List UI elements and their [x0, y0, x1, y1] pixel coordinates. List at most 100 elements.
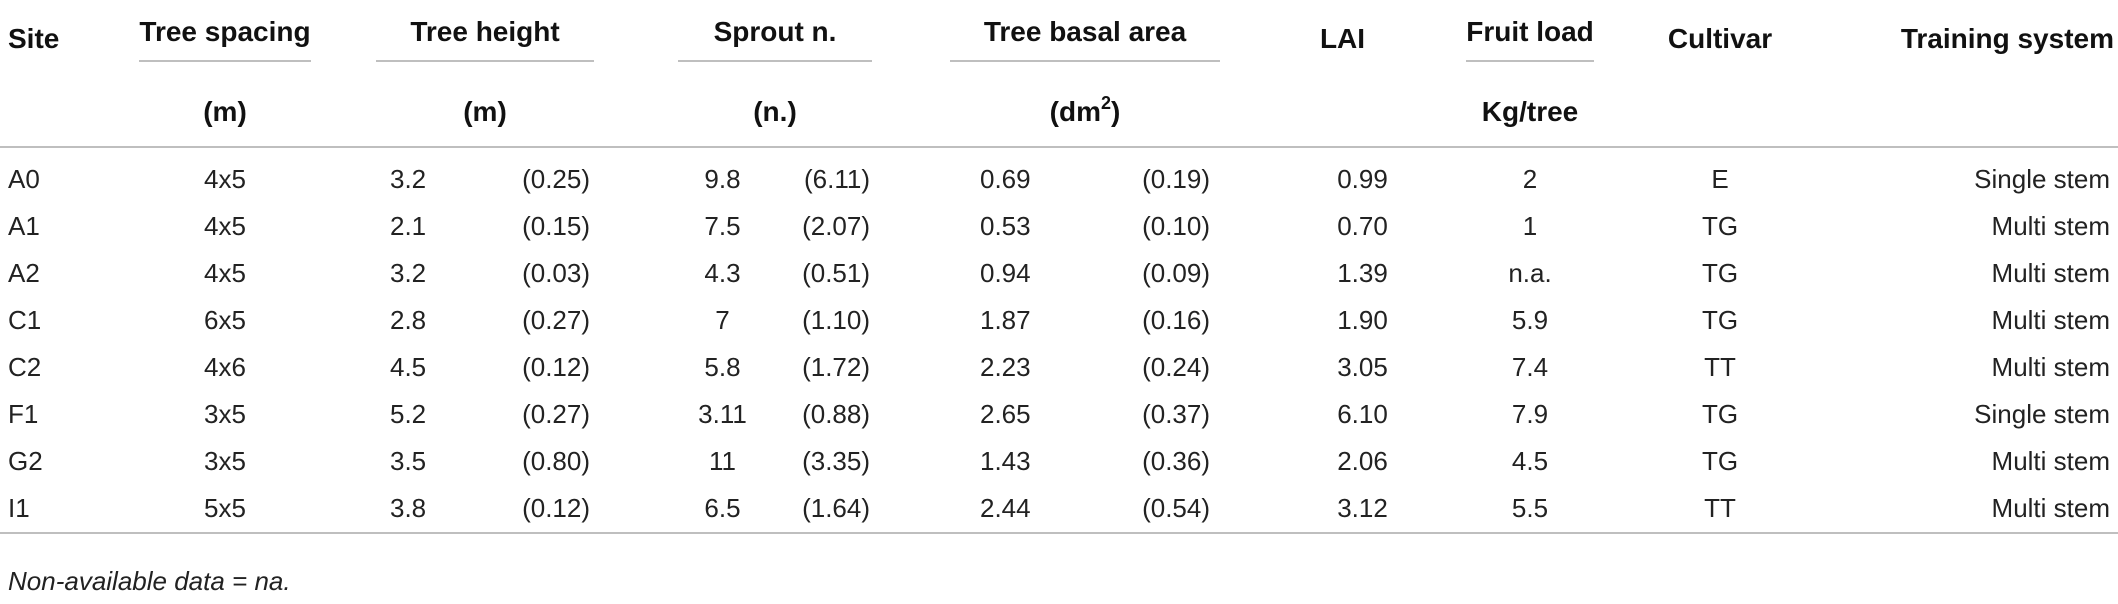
- data-table: Site Tree spacing Tree height Sprout n. …: [0, 0, 2118, 534]
- cell-tree-height-sd: (0.12): [522, 352, 590, 382]
- cell-sprout-n: 5.8: [704, 352, 741, 382]
- cell-training-system: Multi stem: [1815, 485, 2118, 534]
- cell-tree-spacing: 6x5: [204, 305, 246, 335]
- cell-tree-spacing: 3x5: [204, 399, 246, 429]
- cell-sprout-n: 7.5: [704, 211, 741, 241]
- cell-cultivar: TG: [1701, 258, 1739, 288]
- cell-training-system: Multi stem: [1991, 352, 2110, 382]
- cell-sprout-n-sd: (1.64): [775, 485, 920, 534]
- cell-tree-spacing: 4x6: [204, 352, 246, 382]
- cell-tree-height: 2.8: [390, 305, 427, 335]
- cell-lai: 1.90: [1337, 305, 1388, 335]
- cell-cultivar: TG: [1701, 446, 1739, 476]
- cell-cultivar: TG: [1701, 211, 1739, 241]
- table-row: C1 6x5 2.8 (0.27) 7 (1.10) 1.87 (0.16) 1.90 5.9 TG…: [0, 297, 2118, 344]
- unit-tree-basal-area: (dm2): [1049, 92, 1121, 127]
- cell-cultivar: TT: [1704, 352, 1736, 382]
- cell-fruit-load: 7.4: [1511, 352, 1549, 382]
- cell-tree-spacing: 4x5: [204, 258, 246, 288]
- cell-training-system: Multi stem: [1991, 305, 2110, 335]
- table-header: Site Tree spacing Tree height Sprout n. …: [0, 0, 2118, 147]
- cell-basal-area: 1.87: [980, 305, 1031, 335]
- cell-tree-spacing: 4x5: [110, 146, 340, 203]
- unit-fruit-load: Kg/tree: [1481, 96, 1579, 127]
- cell-sprout-n: 4.3: [704, 258, 741, 288]
- cell-cultivar: TG: [1701, 305, 1739, 335]
- table-row: F1 3x5 5.2 (0.27) 3.11 (0.88) 2.65 (0.37) 6.10 7.…: [0, 391, 2118, 438]
- table-row: I1 5x5 3.8 (0.12) 6.5 (1.64) 2.44 (0.54) 3.12 5.5…: [0, 485, 2118, 534]
- cell-sprout-n-sd: (1.10): [802, 305, 870, 335]
- cell-cultivar: E: [1625, 146, 1815, 203]
- cell-sprout-n: 7: [715, 305, 730, 335]
- cell-sprout-n: 6.5: [630, 485, 775, 534]
- unit-sprout-n: (n.): [753, 96, 797, 127]
- cell-tree-height-sd: (0.27): [522, 399, 590, 429]
- cell-sprout-n-sd: (3.35): [802, 446, 870, 476]
- cell-training-system: Single stem: [1815, 146, 2118, 203]
- cell-tree-height: 3.8: [340, 485, 485, 534]
- cell-basal-area-sd: (0.24): [1142, 352, 1210, 382]
- cell-lai: 6.10: [1337, 399, 1388, 429]
- cell-tree-height: 3.2: [390, 258, 427, 288]
- cell-basal-area-sd: (0.54): [1085, 485, 1250, 534]
- cell-lai: 0.99: [1250, 146, 1435, 203]
- header-cultivar: Cultivar: [1667, 23, 1773, 54]
- cell-lai: 1.39: [1337, 258, 1388, 288]
- cell-tree-height: 5.2: [390, 399, 427, 429]
- header-site: Site: [8, 23, 60, 54]
- cell-sprout-n: 3.11: [698, 399, 747, 429]
- table-footnote: Non-available data = na.: [8, 566, 291, 596]
- cell-tree-height-sd: (0.80): [522, 446, 590, 476]
- table-body: A0 4x5 3.2 (0.25) 9.8 (6.11) 0.69 (0.19) 0.99 2 E S…: [0, 146, 2118, 534]
- cell-site: C2: [8, 352, 42, 382]
- cell-sprout-n-sd: (0.51): [802, 258, 870, 288]
- cell-sprout-n-sd: (0.88): [802, 399, 870, 429]
- cell-cultivar: TT: [1625, 485, 1815, 534]
- cell-fruit-load: 5.5: [1435, 485, 1625, 534]
- cell-site: G2: [8, 446, 43, 476]
- cell-training-system: Multi stem: [1991, 258, 2110, 288]
- table-row: A0 4x5 3.2 (0.25) 9.8 (6.11) 0.69 (0.19) 0.99 2 E S…: [0, 146, 2118, 203]
- cell-fruit-load: 4.5: [1511, 446, 1549, 476]
- cell-tree-height-sd: (0.03): [522, 258, 590, 288]
- cell-basal-area-sd: (0.10): [1142, 211, 1210, 241]
- cell-tree-height: 4.5: [390, 352, 427, 382]
- cell-tree-spacing: 3x5: [204, 446, 246, 476]
- cell-fruit-load: 2: [1435, 146, 1625, 203]
- cell-tree-height-sd: (0.25): [485, 146, 630, 203]
- table-row: A2 4x5 3.2 (0.03) 4.3 (0.51) 0.94 (0.09) 1.39 n.a…: [0, 250, 2118, 297]
- unit-tree-height: (m): [463, 96, 507, 127]
- header-lai: LAI: [1319, 23, 1366, 54]
- table-row: C2 4x6 4.5 (0.12) 5.8 (1.72) 2.23 (0.24) 3.05 7.4…: [0, 344, 2118, 391]
- header-training-system: Training system: [1900, 23, 2114, 54]
- cell-fruit-load: 5.9: [1511, 305, 1549, 335]
- header-fruit-load: Fruit load: [1435, 0, 1625, 78]
- unit-training-empty: [1815, 78, 2118, 147]
- cell-site: I1: [0, 485, 110, 534]
- header-sprout-n: Sprout n.: [630, 0, 920, 78]
- cell-tree-height-sd: (0.12): [485, 485, 630, 534]
- cell-basal-area-sd: (0.36): [1142, 446, 1210, 476]
- table-row: G2 3x5 3.5 (0.80) 11 (3.35) 1.43 (0.36) 2.06 4.5 T…: [0, 438, 2118, 485]
- cell-training-system: Multi stem: [1991, 211, 2110, 241]
- cell-training-system: Multi stem: [1991, 446, 2110, 476]
- header-tree-basal-area: Tree basal area: [920, 0, 1250, 78]
- cell-basal-area: 0.53: [980, 211, 1031, 241]
- unit-tree-spacing: (m): [203, 96, 247, 127]
- cell-sprout-n-sd: (2.07): [802, 211, 870, 241]
- cell-sprout-n-sd: (6.11): [775, 146, 920, 203]
- table-row: A1 4x5 2.1 (0.15) 7.5 (2.07) 0.53 (0.10) 0.70 1 TG…: [0, 203, 2118, 250]
- cell-basal-area-sd: (0.19): [1085, 146, 1250, 203]
- cell-basal-area: 1.43: [980, 446, 1031, 476]
- cell-tree-spacing: 5x5: [110, 485, 340, 534]
- cell-lai: 2.06: [1337, 446, 1388, 476]
- cell-basal-area-sd: (0.16): [1142, 305, 1210, 335]
- cell-basal-area-sd: (0.37): [1142, 399, 1210, 429]
- cell-lai: 3.12: [1250, 485, 1435, 534]
- cell-site: C1: [8, 305, 42, 335]
- cell-site: A1: [8, 211, 40, 241]
- cell-sprout-n: 9.8: [630, 146, 775, 203]
- cell-lai: 0.70: [1337, 211, 1388, 241]
- cell-sprout-n: 11: [709, 446, 736, 476]
